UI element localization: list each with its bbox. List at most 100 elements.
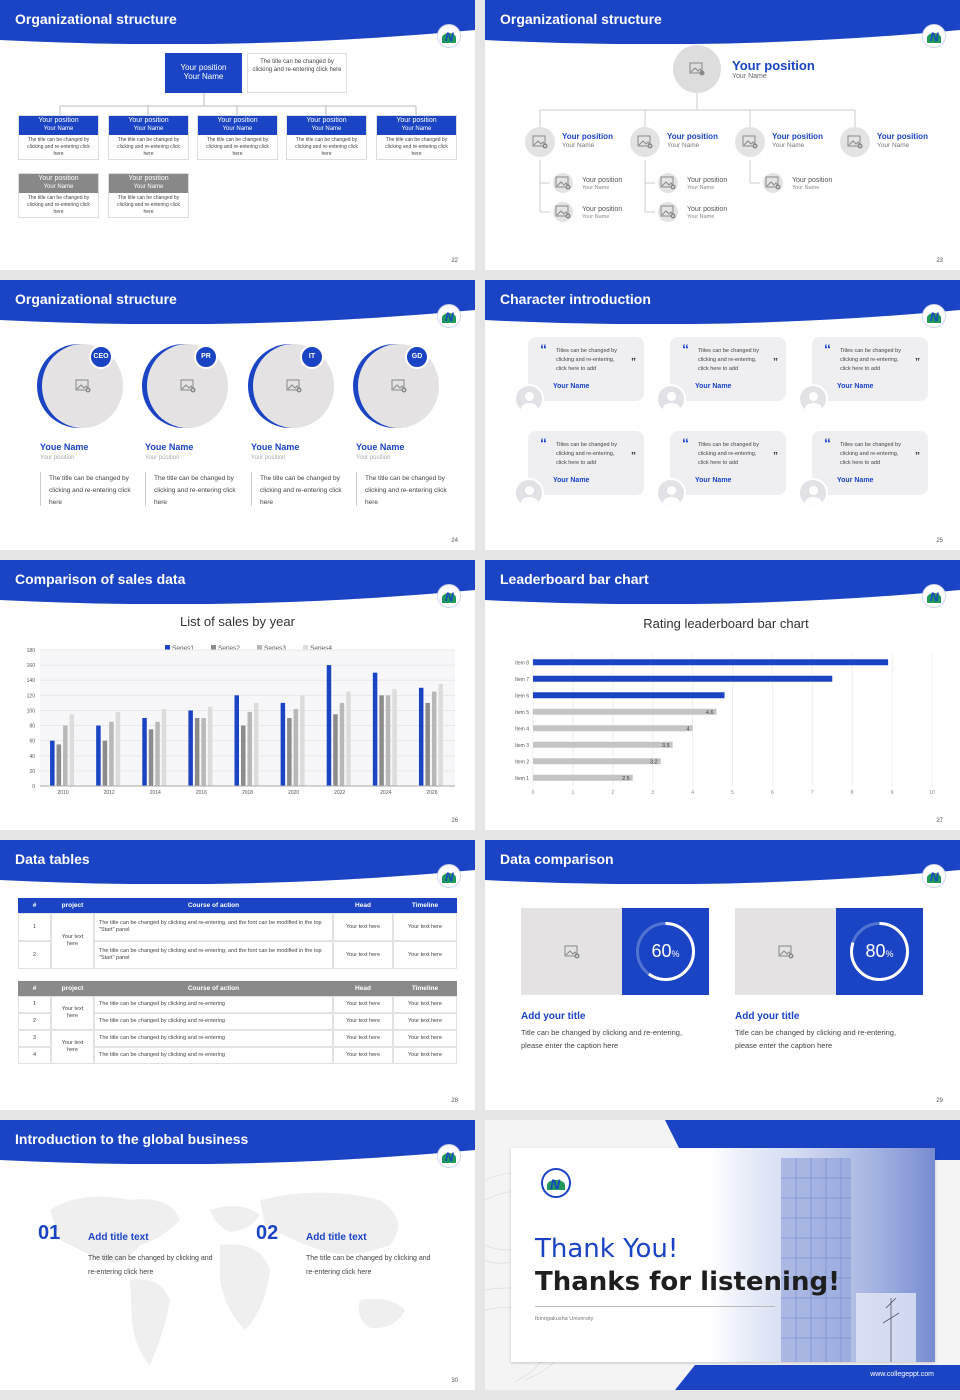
y-tick-label: Item 1 bbox=[515, 776, 529, 782]
table-cell: Your text here bbox=[393, 1030, 457, 1047]
quote-card: “ Titles can be changed by clicking and r… bbox=[670, 337, 786, 401]
progress-ring bbox=[636, 922, 695, 981]
avatar-placeholder bbox=[525, 127, 555, 157]
y-tick-label: 80 bbox=[29, 724, 35, 730]
y-tick-label: Item 2 bbox=[515, 759, 529, 765]
position-label: Your position bbox=[306, 117, 347, 124]
data-label: 2.5 bbox=[622, 776, 630, 782]
member-name: Youe Name bbox=[40, 442, 89, 452]
item-desc: Title can be changed by clicking and re-… bbox=[735, 1028, 897, 1050]
progress-ring bbox=[850, 922, 909, 981]
position-label: Your position bbox=[792, 177, 833, 184]
avatar-icon bbox=[798, 478, 828, 508]
image-placeholder bbox=[735, 908, 836, 995]
slide-title: Data comparison bbox=[500, 851, 614, 867]
percentage-value: 60% bbox=[622, 941, 709, 962]
org-box: Your position Your Name The title can be c… bbox=[108, 115, 189, 160]
table-cell: 3 bbox=[18, 1030, 51, 1047]
bar bbox=[142, 718, 147, 786]
x-tick-label: 2022 bbox=[334, 790, 345, 796]
university-logo-icon bbox=[437, 304, 461, 328]
image-icon bbox=[555, 205, 571, 219]
top-position-box: Your position Your Name bbox=[165, 53, 242, 93]
name-label: Your Name bbox=[792, 185, 820, 191]
person-name: Your Name bbox=[553, 383, 590, 390]
member-desc: The title can be changed by clicking and… bbox=[365, 475, 447, 506]
legend-label: Series2 bbox=[218, 645, 240, 652]
slide-28[interactable]: Data tables # project Course of action Head… bbox=[0, 840, 475, 1110]
slide-25[interactable]: Character introduction “ Titles can be ch… bbox=[485, 280, 960, 550]
bar bbox=[194, 718, 200, 786]
column-header: project bbox=[61, 902, 84, 909]
x-tick-label: 2026 bbox=[426, 790, 437, 796]
item-desc: The title can be changed by clicking and… bbox=[306, 1255, 431, 1276]
page-number: 26 bbox=[451, 818, 458, 824]
bar bbox=[254, 702, 259, 786]
university-logo-icon bbox=[437, 584, 461, 608]
y-tick-label: Item 8 bbox=[515, 660, 529, 666]
position-label: Your position bbox=[396, 117, 437, 124]
avatar-icon bbox=[798, 384, 828, 414]
item-heading: Add title text bbox=[306, 1232, 367, 1243]
org-connectors bbox=[59, 93, 417, 115]
org-box-header: Your position Your Name bbox=[19, 116, 98, 135]
slide-29[interactable]: Data comparison 60% Add your title Title c… bbox=[485, 840, 960, 1110]
bar bbox=[533, 725, 693, 732]
percentage-value: 80% bbox=[836, 941, 923, 962]
website-url[interactable]: www.collegeppt.com bbox=[870, 1371, 934, 1378]
university-logo-icon bbox=[922, 304, 946, 328]
university-logo-icon bbox=[922, 24, 946, 48]
slide-header bbox=[0, 1120, 475, 1164]
name-label: Your Name bbox=[687, 185, 715, 191]
image-icon bbox=[847, 135, 863, 149]
position-label: Your position bbox=[128, 175, 169, 182]
image-icon bbox=[660, 205, 676, 219]
quote-card: “ Titles can be changed by clicking and r… bbox=[812, 337, 928, 401]
role-badge: IT bbox=[300, 345, 324, 369]
bar bbox=[533, 708, 717, 715]
slide-26[interactable]: Comparison of sales data List of sales b… bbox=[0, 560, 475, 830]
quote-text: Titles can be changed by clicking and re… bbox=[556, 348, 617, 372]
slide-22[interactable]: Organizational structure Your position Y… bbox=[0, 0, 475, 270]
member-name: Youe Name bbox=[145, 442, 194, 452]
close-quote-icon: ” bbox=[631, 357, 636, 368]
slide-23[interactable]: Organizational structure Your position Y… bbox=[485, 0, 960, 270]
y-tick-label: Item 5 bbox=[515, 710, 529, 716]
slide-30[interactable]: Introduction to the global business 01 Ad… bbox=[0, 1120, 475, 1390]
percentage-panel: 60% bbox=[622, 908, 709, 995]
bar bbox=[392, 689, 397, 786]
table-header: # project Course of action Head Timeline bbox=[18, 898, 457, 913]
avatar-body bbox=[805, 497, 822, 506]
quote-card: “ Titles can be changed by clicking and r… bbox=[528, 337, 644, 401]
position-label: Your position bbox=[38, 117, 79, 124]
bar bbox=[533, 692, 725, 699]
logo-letter-icon: N bbox=[550, 1176, 561, 1192]
page-number: 23 bbox=[936, 258, 943, 264]
bar bbox=[148, 729, 154, 786]
university-logo-icon bbox=[437, 864, 461, 888]
name-label: Your Name bbox=[582, 214, 610, 220]
bar bbox=[533, 741, 673, 748]
slide-27[interactable]: Leaderboard bar chart Rating leaderboard… bbox=[485, 560, 960, 830]
org-box-desc: The title can be changed by clicking and… bbox=[27, 137, 90, 157]
x-tick-label: 7 bbox=[811, 790, 814, 796]
table-cell: Your text here bbox=[333, 996, 393, 1013]
x-tick-label: 2012 bbox=[104, 790, 115, 796]
logo-mountain-icon bbox=[547, 1180, 565, 1190]
name-label: Your Name bbox=[582, 185, 610, 191]
slide-24[interactable]: Organizational structure CEO Youe Name You… bbox=[0, 280, 475, 550]
close-quote-icon: ” bbox=[631, 451, 636, 462]
divider-line bbox=[535, 1306, 775, 1307]
bar bbox=[533, 659, 889, 666]
quote-text: Titles can be changed by clicking and re… bbox=[556, 442, 617, 466]
slide-31[interactable]: N Thank You! Thanks for listening! Ibino… bbox=[485, 1120, 960, 1390]
table-cell: Your text here bbox=[333, 913, 393, 941]
position-label: Your position bbox=[180, 63, 227, 72]
y-tick-label: 160 bbox=[27, 663, 36, 669]
avatar-body bbox=[521, 497, 538, 506]
bar bbox=[418, 687, 424, 786]
avatar-head bbox=[525, 392, 534, 401]
table-cell: The title can be changed by clicking and… bbox=[94, 1047, 333, 1064]
image-icon bbox=[555, 176, 571, 190]
avatar-head bbox=[667, 486, 676, 495]
